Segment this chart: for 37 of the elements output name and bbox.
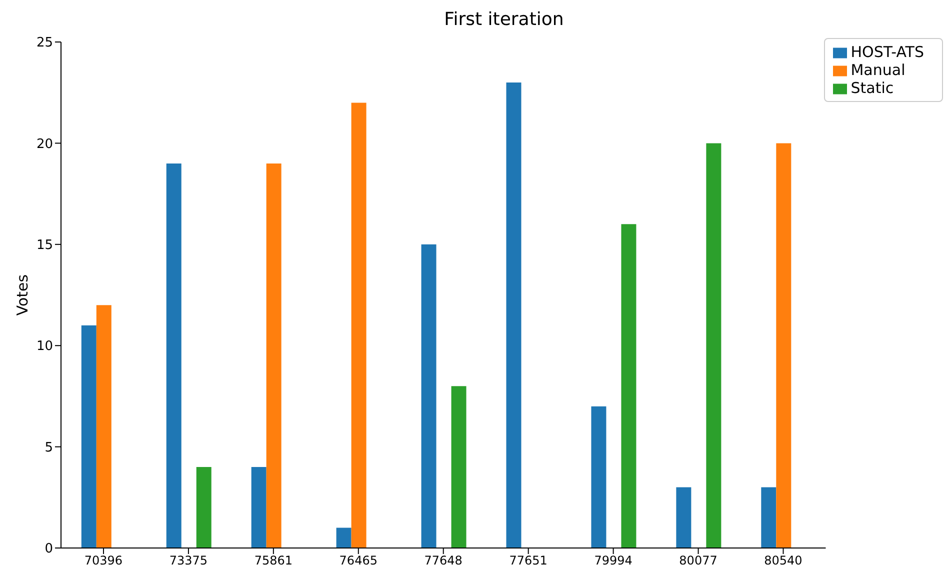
bar bbox=[196, 467, 212, 548]
y-tick-label: 15 bbox=[36, 238, 53, 254]
legend-label: Static bbox=[850, 79, 894, 97]
y-tick-label: 5 bbox=[44, 440, 53, 456]
y-tick-label: 0 bbox=[44, 542, 53, 557]
x-tick-label: 77648 bbox=[424, 554, 462, 568]
bar bbox=[621, 224, 636, 548]
x-tick-label: 80077 bbox=[679, 554, 718, 568]
chart-title: First iteration bbox=[443, 8, 565, 32]
bar bbox=[266, 163, 282, 548]
bar bbox=[706, 143, 722, 548]
y-tick-label: 10 bbox=[36, 339, 53, 354]
bar bbox=[166, 163, 182, 548]
legend-label: Manual bbox=[850, 61, 906, 79]
bar bbox=[776, 143, 792, 548]
x-tick-label: 77651 bbox=[509, 554, 548, 568]
x-tick-label: 75861 bbox=[254, 554, 293, 568]
bar bbox=[81, 325, 96, 548]
bar bbox=[761, 487, 776, 548]
bar bbox=[506, 82, 522, 548]
x-tick-label: 79994 bbox=[594, 554, 632, 568]
bar bbox=[351, 102, 366, 548]
bar bbox=[676, 487, 692, 548]
y-tick-label: 20 bbox=[36, 136, 53, 152]
bar bbox=[451, 386, 466, 548]
x-tick-label: 73375 bbox=[169, 554, 208, 568]
x-tick-label: 76465 bbox=[339, 554, 378, 568]
x-tick-label: 70396 bbox=[84, 554, 123, 568]
bar bbox=[336, 528, 352, 548]
bar bbox=[421, 244, 436, 548]
bar bbox=[591, 406, 606, 548]
x-tick-label: 80540 bbox=[764, 554, 802, 568]
y-tick-label: 25 bbox=[36, 36, 53, 51]
legend-label: HOST-ATS bbox=[850, 43, 924, 61]
y-axis-title: Votes bbox=[13, 274, 32, 316]
bar bbox=[96, 305, 112, 548]
bar bbox=[251, 467, 266, 548]
